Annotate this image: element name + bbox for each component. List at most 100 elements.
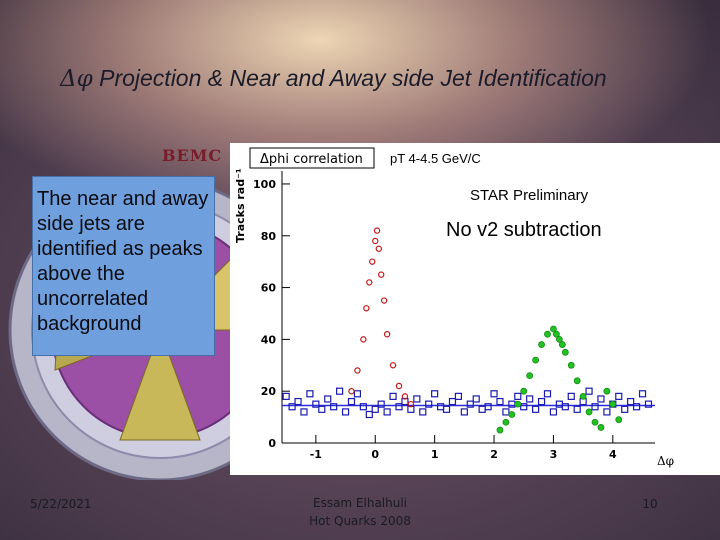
data-point-blue — [436, 403, 445, 411]
data-point-red — [377, 271, 385, 278]
data-point-blue — [389, 392, 397, 400]
data-point-green — [526, 372, 534, 380]
data-point-green — [496, 426, 504, 434]
data-point-blue — [537, 397, 546, 406]
data-point-blue — [294, 397, 302, 406]
data-point-blue — [472, 395, 480, 403]
data-point-red — [389, 362, 397, 369]
bemc-label: BEMC — [162, 146, 223, 165]
data-point-red — [395, 382, 403, 390]
data-point-blue — [561, 403, 569, 411]
data-point-blue — [597, 395, 605, 403]
x-tick-label: 1 — [431, 448, 439, 461]
data-point-blue — [632, 403, 641, 411]
data-point-blue — [419, 408, 427, 416]
plot-title: Δphi correlation — [260, 152, 363, 167]
data-point-blue — [460, 408, 468, 416]
data-point-blue — [615, 392, 623, 400]
title-symbol: Δφ — [60, 66, 93, 92]
data-point-blue — [502, 408, 510, 416]
data-point-blue — [555, 400, 563, 408]
data-point-green — [538, 341, 545, 348]
data-point-blue — [627, 397, 635, 406]
data-point-green — [609, 400, 617, 408]
data-point-blue — [567, 392, 575, 400]
data-point-red — [360, 336, 367, 343]
x-tick-label: 3 — [550, 448, 558, 461]
footer-event: Hot Quarks 2008 — [309, 514, 411, 528]
data-point-blue — [288, 403, 296, 411]
data-point-red — [407, 400, 415, 408]
data-point-blue — [324, 395, 332, 403]
y-tick-label: 60 — [261, 282, 277, 295]
data-point-blue — [621, 405, 629, 413]
data-point-blue — [282, 392, 290, 400]
y-tick-label: 80 — [261, 230, 277, 243]
data-point-blue — [638, 390, 647, 398]
data-point-blue — [431, 390, 439, 398]
data-point-blue — [585, 387, 593, 395]
data-point-blue — [514, 392, 522, 400]
y-tick-label: 100 — [253, 178, 276, 191]
title-text: Projection & Near and Away side Jet Iden… — [92, 65, 607, 91]
data-point-blue — [484, 403, 492, 411]
footer-author-block: Essam Elhalhuli Hot Quarks 2008 — [260, 494, 460, 530]
data-point-blue — [383, 408, 391, 416]
data-point-green — [579, 392, 587, 400]
data-point-blue — [549, 408, 558, 416]
data-point-blue — [454, 392, 463, 400]
data-point-blue — [365, 410, 373, 419]
data-point-green — [555, 335, 563, 343]
data-point-blue — [330, 403, 338, 411]
data-point-green — [615, 416, 623, 424]
data-point-red — [369, 258, 376, 265]
plot-title-box — [249, 147, 375, 169]
data-point-green — [553, 330, 560, 338]
data-point-red — [375, 245, 383, 252]
data-point-blue — [341, 408, 350, 416]
x-tick-label: 2 — [490, 448, 498, 461]
data-point-blue — [347, 397, 356, 406]
y-tick-label: 20 — [261, 385, 277, 398]
no-v2-subtraction-label: No v2 subtraction — [446, 219, 602, 241]
data-point-blue — [496, 397, 504, 406]
data-point-red — [372, 237, 379, 245]
data-point-blue — [603, 408, 611, 416]
data-point-blue — [377, 400, 385, 408]
data-point-green — [558, 341, 566, 348]
data-point-red — [363, 305, 370, 312]
data-point-blue — [371, 405, 379, 413]
data-point-blue — [490, 390, 498, 398]
plot-svg: Δphi correlation pT 4-4.5 GeV/C STAR Preli… — [234, 147, 674, 468]
data-point-green — [573, 377, 581, 385]
data-point-blue — [306, 390, 314, 398]
data-point-blue — [300, 408, 308, 416]
data-point-blue — [359, 403, 367, 411]
data-point-blue — [591, 403, 599, 411]
x-tick-label: 0 — [371, 448, 379, 461]
data-point-green — [561, 348, 569, 356]
footer-page-number: 10 — [642, 497, 658, 511]
x-tick-label: 4 — [609, 448, 617, 461]
callout-text: The near and away side jets are identifi… — [32, 176, 215, 356]
correlation-plot: Δphi correlation pT 4-4.5 GeV/C STAR Preli… — [230, 143, 720, 475]
data-point-red — [348, 387, 355, 395]
data-point-blue — [395, 403, 403, 411]
data-point-blue — [478, 405, 486, 413]
data-point-blue — [318, 405, 326, 413]
data-point-blue — [520, 403, 528, 411]
x-axis-label: Δφ — [657, 454, 674, 468]
data-point-blue — [508, 400, 516, 408]
data-point-red — [373, 227, 381, 234]
data-point-green — [597, 424, 605, 431]
footer-author: Essam Elhalhuli — [312, 496, 408, 510]
x-tick-label: -1 — [310, 448, 322, 461]
data-point-green — [567, 361, 575, 369]
data-point-green — [514, 400, 522, 408]
data-point-green — [603, 387, 611, 395]
data-point-blue — [466, 400, 474, 408]
data-point-green — [585, 408, 593, 416]
data-point-blue — [353, 390, 362, 398]
pt-range-label: pT 4-4.5 GeV/C — [390, 151, 481, 166]
data-point-red — [401, 393, 409, 400]
